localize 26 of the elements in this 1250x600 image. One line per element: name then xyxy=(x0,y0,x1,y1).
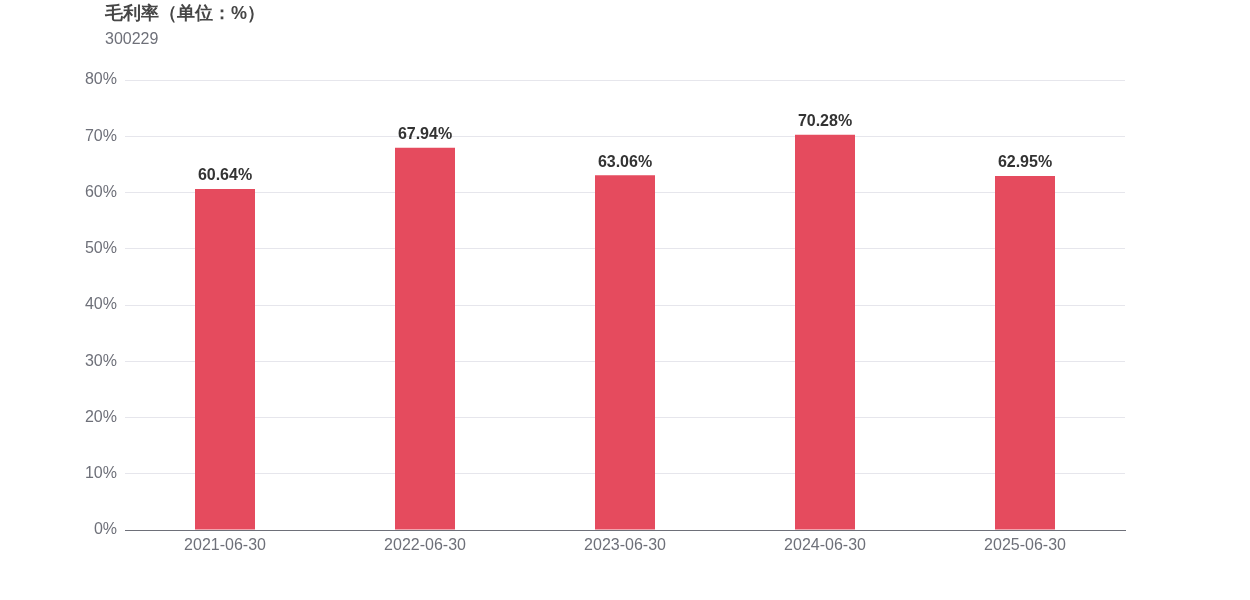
y-tick-label: 80% xyxy=(84,70,117,88)
y-tick-label: 60% xyxy=(84,182,117,200)
data-label: 63.06% xyxy=(597,152,653,170)
y-tick-label: 40% xyxy=(84,295,117,313)
bar xyxy=(395,147,455,530)
bar xyxy=(995,175,1055,530)
y-tick-label: 50% xyxy=(84,239,117,257)
bar xyxy=(195,188,255,530)
x-tick-label: 2021-06-30 xyxy=(184,536,267,554)
y-tick-label: 70% xyxy=(84,126,117,144)
x-tick-label: 2022-06-30 xyxy=(384,536,467,554)
chart-subtitle: 300229 xyxy=(105,30,159,48)
bar xyxy=(795,134,855,530)
y-tick-label: 20% xyxy=(84,407,117,425)
x-tick-label: 2023-06-30 xyxy=(584,536,667,554)
data-label: 70.28% xyxy=(797,112,853,130)
bar xyxy=(595,175,655,530)
data-label: 62.95% xyxy=(997,153,1053,171)
y-tick-label: 0% xyxy=(93,520,117,538)
chart-title: 毛利率（单位：%） xyxy=(105,2,266,25)
data-label: 60.64% xyxy=(197,166,253,184)
y-tick-label: 30% xyxy=(84,351,117,369)
data-label: 67.94% xyxy=(397,125,453,143)
y-tick-label: 10% xyxy=(84,464,117,482)
x-tick-label: 2025-06-30 xyxy=(984,536,1067,554)
x-tick-label: 2024-06-30 xyxy=(784,536,867,554)
